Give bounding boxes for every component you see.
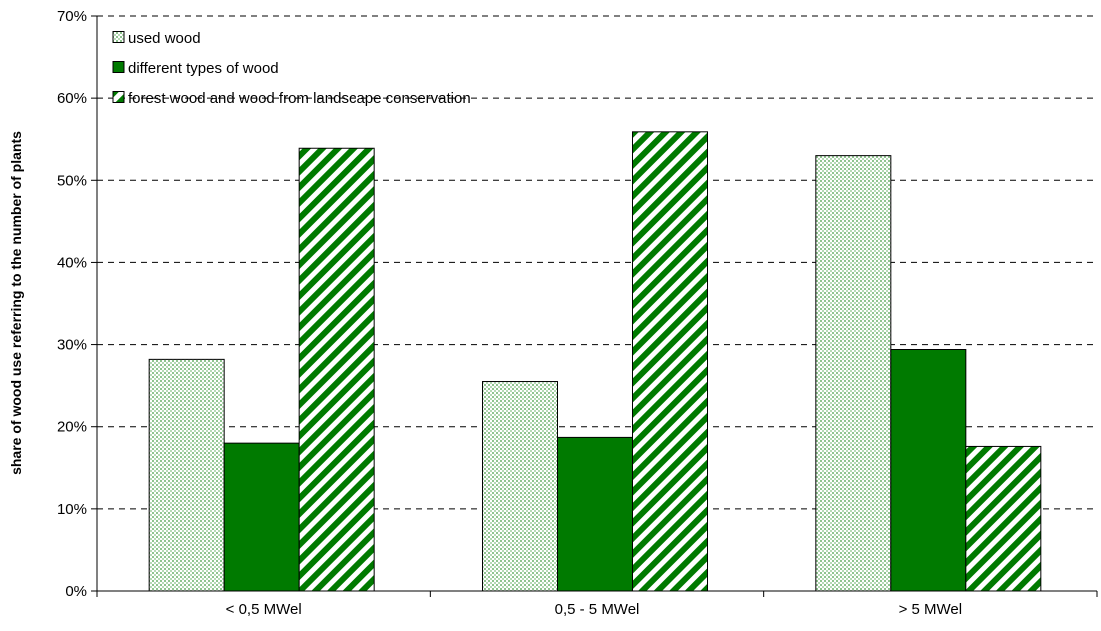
y-tick-label: 50%: [57, 172, 87, 189]
y-tick-label: 20%: [57, 419, 87, 436]
bar-used-wood: [816, 156, 891, 591]
bar-different-types-of-wood: [224, 443, 299, 591]
y-tick-label: 10%: [57, 501, 87, 518]
y-tick-label: 30%: [57, 337, 87, 354]
bar-forest-wood-and-wood-from-landscape-conservation: [299, 148, 374, 591]
legend: used wood different types of wood forest w…: [113, 30, 471, 107]
bar-different-types-of-wood: [891, 350, 966, 592]
y-axis-label: share of wood use referring to the numbe…: [8, 131, 24, 475]
bar-used-wood: [149, 359, 224, 591]
legend-label: used wood: [128, 30, 201, 47]
x-tick-label: 0,5 - 5 MWel: [555, 601, 640, 618]
bars: [149, 132, 1041, 591]
legend-label: forest wood and wood from landscape cons…: [128, 90, 471, 107]
bar-forest-wood-and-wood-from-landscape-conservation: [966, 446, 1041, 591]
x-tick-label: > 5 MWel: [899, 601, 963, 618]
y-tick-label: 0%: [65, 583, 87, 600]
y-tick-label: 60%: [57, 90, 87, 107]
legend-swatch: [113, 62, 124, 73]
bar-forest-wood-and-wood-from-landscape-conservation: [633, 132, 708, 591]
legend-label: different types of wood: [128, 60, 279, 77]
bar-different-types-of-wood: [558, 437, 633, 591]
bar-used-wood: [483, 382, 558, 591]
y-tick-label: 40%: [57, 254, 87, 271]
legend-swatch: [113, 32, 124, 43]
y-tick-label: 70%: [57, 8, 87, 25]
legend-swatch: [113, 92, 124, 103]
x-tick-label: < 0,5 MWel: [226, 601, 302, 618]
